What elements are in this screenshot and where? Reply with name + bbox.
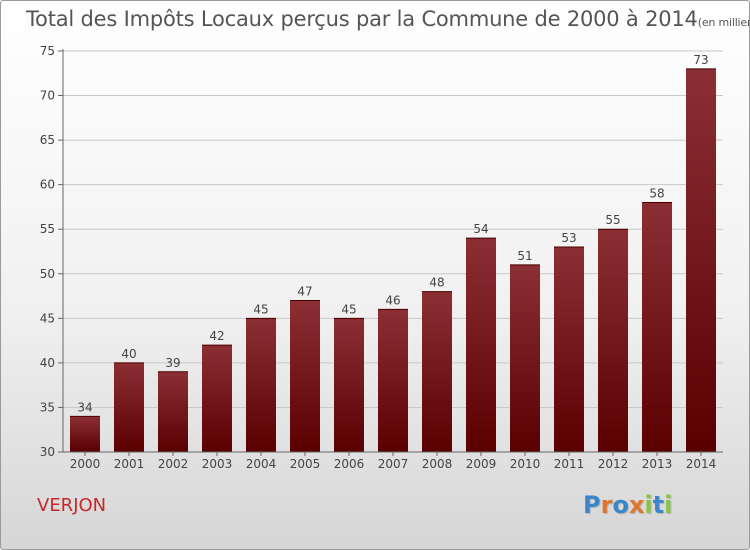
data-label: 54 [473,222,488,236]
bar [686,68,716,453]
data-label: 53 [561,231,576,245]
bar [158,371,188,452]
x-tick-label: 2014 [686,457,717,471]
chart-title: Total des Impôts Locaux perçus par la Co… [26,7,749,31]
y-tick-label: 70 [40,89,55,103]
x-tick-label: 2008 [422,457,453,471]
data-label: 47 [297,285,312,299]
logo-letter: o [612,491,629,519]
bar [422,291,452,452]
proxiti-logo[interactable]: Proxiti [583,491,672,519]
x-tick-label: 2007 [378,457,409,471]
x-tick-label: 2009 [466,457,497,471]
data-label: 58 [649,186,664,200]
axes: 30 35 40 45 50 55 60 65 70 75 2000 2001 2002 2003 2004… [40,44,723,471]
data-label: 46 [385,293,400,307]
x-tick-label: 2006 [334,457,365,471]
y-tick-label: 65 [40,133,55,147]
x-tick-label: 2000 [70,457,101,471]
logo-letter: x [628,491,645,519]
x-tick-label: 2004 [246,457,277,471]
bars [70,68,716,453]
data-label: 51 [517,249,532,263]
data-label: 45 [341,302,356,316]
y-tick-label: 35 [40,400,55,414]
bar [642,202,672,452]
bar [70,416,100,452]
data-label: 45 [253,302,268,316]
bar [290,300,320,452]
y-tick-label: 50 [40,267,55,281]
bar [114,362,144,452]
logo-letter: r [600,491,613,519]
x-tick-label: 2010 [510,457,541,471]
x-tick-label: 2001 [114,457,145,471]
x-tick-label: 2013 [642,457,673,471]
x-tick-label: 2003 [202,457,233,471]
data-label: 34 [77,400,92,414]
x-tick-label: 2005 [290,457,321,471]
chart-title-main: Total des Impôts Locaux perçus par la Co… [26,7,698,31]
x-tick-label: 2012 [598,457,629,471]
data-label: 39 [165,356,180,370]
data-label: 55 [605,213,620,227]
x-tick-label: 2011 [554,457,585,471]
data-label: 40 [121,347,136,361]
y-tick-label: 60 [40,178,55,192]
logo-letter: t [652,491,665,519]
y-tick-label: 40 [40,356,55,370]
data-label: 42 [209,329,224,343]
y-tick-label: 30 [40,445,55,459]
x-tick-label: 2002 [158,457,189,471]
bar [378,309,408,452]
bar [598,229,628,452]
y-tick-label: 45 [40,311,55,325]
y-tick-label: 55 [40,222,55,236]
logo-letter: P [583,491,601,519]
bar [202,345,232,452]
bar [246,318,276,452]
commune-name: VERJON [37,495,107,516]
y-tick-label: 75 [40,44,55,58]
bar [510,264,540,452]
data-labels: 34 40 39 42 45 47 45 46 48 54 51 53 55 58 73 [77,53,708,415]
logo-letter: i [664,491,673,519]
logo-letter: i [644,491,653,519]
chart-title-unit: (en milliers d'€) [697,16,749,29]
data-label: 48 [429,276,444,290]
bar [554,247,584,452]
bar [466,238,496,452]
bar [334,318,364,452]
data-label: 73 [693,53,708,67]
